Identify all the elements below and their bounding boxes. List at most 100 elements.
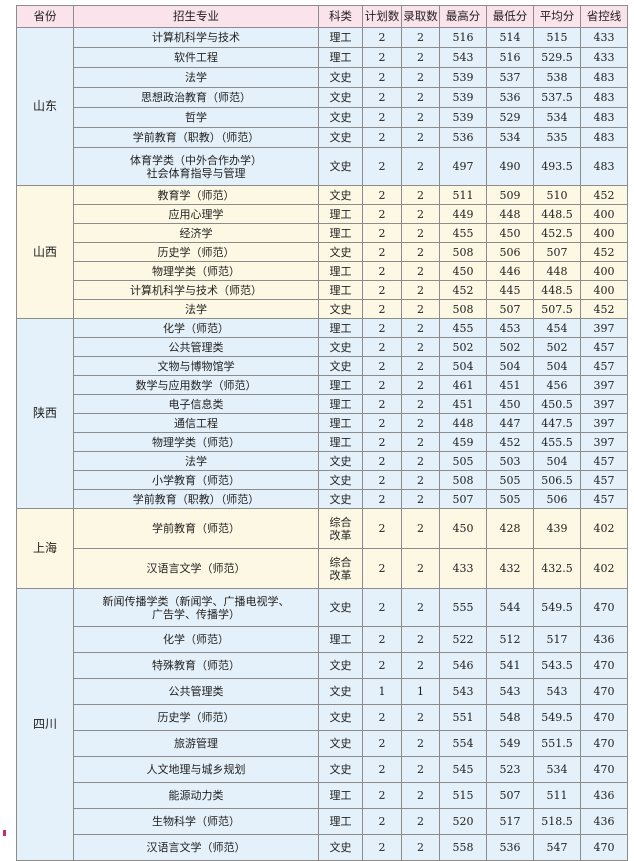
min-score-cell: 451 xyxy=(486,375,534,395)
table-row: 特殊教育（师范） 文史 2 2 546 541 543.5 470 xyxy=(17,652,628,679)
major-cell: 人文地理与城乡规划 xyxy=(73,756,319,783)
avg-score-cell: 534 xyxy=(533,756,581,783)
table-row: 上海 学前教育（师范） 综合 改革 2 2 450 428 439 402 xyxy=(16,508,628,589)
table-row: 生物科学（师范） 理工 2 2 520 517 518.5 436 xyxy=(17,808,628,835)
category-cell: 文史 xyxy=(318,242,363,262)
category-cell: 文史 xyxy=(318,127,363,148)
table-row: 学前教育（职教）（师范） 文史 2 2 507 505 506 457 xyxy=(17,489,628,509)
table-row: 公共管理类 文史 1 1 543 543 543 470 xyxy=(17,678,628,705)
table-row: 数学与应用数学（师范） 理工 2 2 461 451 456 397 xyxy=(17,375,628,395)
major-cell: 计算机科学与技术（师范） xyxy=(73,280,319,300)
province-cell: 山东 xyxy=(16,27,74,186)
control-line-cell: 483 xyxy=(580,127,628,148)
category-cell: 理工 xyxy=(318,626,363,653)
max-score-cell: 507 xyxy=(439,489,487,509)
major-cell: 经济学 xyxy=(73,223,319,243)
table-row: 计算机科学与技术（师范） 理工 2 2 452 445 448.5 400 xyxy=(17,280,628,300)
major-cell: 历史学（师范） xyxy=(73,704,319,731)
admitted-cell: 1 xyxy=(401,678,440,705)
category-cell: 文史 xyxy=(318,107,363,128)
category-cell: 文史 xyxy=(318,451,363,471)
admitted-cell: 2 xyxy=(401,185,440,205)
category-cell: 文史 xyxy=(318,147,363,186)
max-score-cell: 545 xyxy=(439,756,487,783)
avg-score-cell: 504 xyxy=(533,451,581,471)
plan-cell: 2 xyxy=(362,756,402,783)
max-score-cell: 505 xyxy=(439,451,487,471)
category-cell: 理工 xyxy=(318,261,363,281)
avg-score-cell: 537.5 xyxy=(533,87,581,108)
admitted-cell: 2 xyxy=(401,87,440,108)
avg-score-cell: 543 xyxy=(533,678,581,705)
admitted-cell: 2 xyxy=(401,127,440,148)
major-cell: 公共管理类 xyxy=(73,678,319,705)
table-row: 山西 教育学（师范） 文史 2 2 511 509 510 452 xyxy=(16,185,628,319)
header-major: 招生专业 xyxy=(73,5,319,28)
category-cell: 综合 改革 xyxy=(318,508,363,549)
major-cell: 公共管理类 xyxy=(73,337,319,357)
admitted-cell: 2 xyxy=(401,67,440,88)
category-cell: 文史 xyxy=(318,489,363,509)
plan-cell: 2 xyxy=(362,147,402,186)
table-row: 小学教育（师范） 文史 2 2 508 505 506.5 457 xyxy=(17,470,628,490)
plan-cell: 2 xyxy=(362,107,402,128)
admitted-cell: 2 xyxy=(401,318,440,338)
max-score-cell: 433 xyxy=(439,548,487,589)
major-cell: 计算机科学与技术 xyxy=(73,27,319,48)
max-score-cell: 508 xyxy=(439,470,487,490)
avg-score-cell: 517 xyxy=(533,626,581,653)
avg-score-cell: 456 xyxy=(533,375,581,395)
control-line-cell: 470 xyxy=(580,652,628,679)
table-row: 历史学（师范） 文史 2 2 551 548 549.5 470 xyxy=(17,704,628,731)
admitted-cell: 2 xyxy=(401,337,440,357)
avg-score-cell: 518.5 xyxy=(533,808,581,835)
plan-cell: 2 xyxy=(362,548,402,589)
admitted-cell: 2 xyxy=(401,204,440,224)
control-line-cell: 433 xyxy=(580,47,628,68)
min-score-cell: 536 xyxy=(486,87,534,108)
table-row: 法学 文史 2 2 508 507 507.5 452 xyxy=(17,299,628,319)
max-score-cell: 543 xyxy=(439,678,487,705)
table-row: 文物与博物馆学 文史 2 2 504 504 504 457 xyxy=(17,356,628,376)
admitted-cell: 2 xyxy=(401,626,440,653)
table-row: 电子信息类 理工 2 2 451 450 450.5 397 xyxy=(17,394,628,414)
major-cell: 文物与博物馆学 xyxy=(73,356,319,376)
major-cell: 软件工程 xyxy=(73,47,319,68)
min-score-cell: 523 xyxy=(486,756,534,783)
control-line-cell: 452 xyxy=(580,185,628,205)
control-line-cell: 483 xyxy=(580,87,628,108)
category-cell: 理工 xyxy=(318,782,363,809)
min-score-cell: 548 xyxy=(486,704,534,731)
admitted-cell: 2 xyxy=(401,470,440,490)
plan-cell: 2 xyxy=(362,299,402,319)
avg-score-cell: 534 xyxy=(533,107,581,128)
table-row: 软件工程 理工 2 2 543 516 529.5 433 xyxy=(17,47,628,68)
plan-cell: 2 xyxy=(362,67,402,88)
plan-cell: 2 xyxy=(362,242,402,262)
max-score-cell: 555 xyxy=(439,588,487,627)
plan-cell: 2 xyxy=(362,470,402,490)
category-cell: 理工 xyxy=(318,413,363,433)
min-score-cell: 534 xyxy=(486,127,534,148)
avg-score-cell: 507.5 xyxy=(533,299,581,319)
table-row: 山东 计算机科学与技术 理工 2 2 516 514 515 433 xyxy=(16,27,628,186)
min-score-cell: 541 xyxy=(486,652,534,679)
major-cell: 应用心理学 xyxy=(73,204,319,224)
table-row: 能源动力类 理工 2 2 515 507 511 436 xyxy=(17,782,628,809)
category-cell: 理工 xyxy=(318,280,363,300)
plan-cell: 2 xyxy=(362,808,402,835)
min-score-cell: 432 xyxy=(486,548,534,589)
min-score-cell: 453 xyxy=(486,318,534,338)
major-cell: 小学教育（师范） xyxy=(73,470,319,490)
province-cell: 山西 xyxy=(16,185,74,319)
major-cell: 历史学（师范） xyxy=(73,242,319,262)
max-score-cell: 504 xyxy=(439,356,487,376)
min-score-cell: 450 xyxy=(486,223,534,243)
plan-cell: 2 xyxy=(362,27,402,48)
plan-cell: 2 xyxy=(362,337,402,357)
plan-cell: 2 xyxy=(362,626,402,653)
table-row: 物理学类（师范） 理工 2 2 450 446 448 400 xyxy=(17,261,628,281)
max-score-cell: 448 xyxy=(439,413,487,433)
major-cell: 物理学类（师范） xyxy=(73,261,319,281)
avg-score-cell: 506 xyxy=(533,489,581,509)
